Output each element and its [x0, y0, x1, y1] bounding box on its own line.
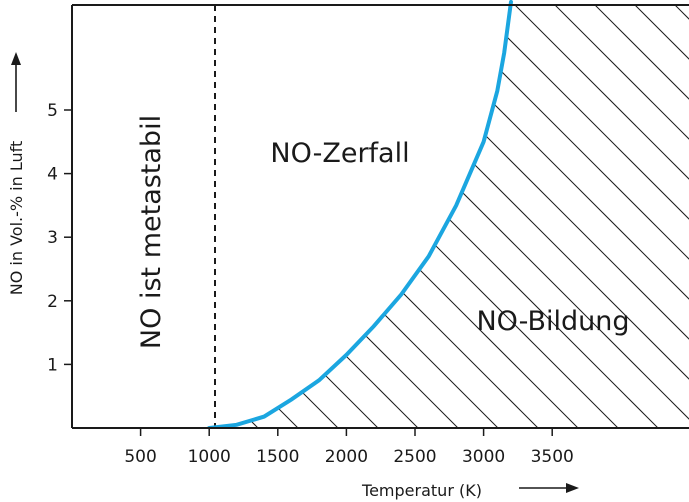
hatch-line: [669, 1, 689, 429]
y-tick-label: 1: [47, 355, 58, 375]
hatch-line: [549, 1, 689, 429]
y-tick-label: 3: [47, 228, 58, 248]
hatch-line: [269, 1, 689, 429]
y-tick-label: 4: [47, 165, 58, 185]
decomposition-region-label: NO-Zerfall: [270, 138, 409, 169]
hatch-line: [509, 1, 689, 429]
x-tick-label: 3000: [462, 447, 505, 467]
hatch-line: [629, 1, 689, 429]
y-tick-label: 2: [47, 292, 58, 312]
hatch-line: [209, 1, 551, 429]
equilibrium-curve: [207, 0, 513, 428]
hatch-line: [209, 1, 631, 429]
hatch-line: [209, 1, 271, 429]
x-axis-arrow: [519, 483, 579, 493]
formation-region-label: NO-Bildung: [476, 306, 629, 337]
y-tick-label: 5: [47, 101, 58, 121]
hatch-line: [209, 1, 471, 429]
hatch-line: [209, 1, 231, 429]
x-axis-ticks: 500 1000 1500 2000 2500 3000 3500: [124, 428, 574, 467]
x-tick-label: 2500: [393, 447, 436, 467]
hatch-line: [349, 1, 689, 429]
hatch-line: [429, 1, 689, 429]
formation-hatch-region: [209, 1, 689, 429]
y-axis-ticks: 1 2 3 4 5: [47, 101, 72, 375]
y-axis-arrow: [11, 52, 21, 112]
y-axis-label: NO in Vol.-% in Luft: [7, 141, 26, 295]
x-tick-label: 1500: [256, 447, 299, 467]
hatch-line: [469, 1, 689, 429]
hatch-line: [309, 1, 689, 429]
hatch-line: [209, 1, 391, 429]
x-axis-label: Temperatur (K): [361, 481, 482, 500]
x-tick-label: 500: [124, 447, 156, 467]
hatch-line: [589, 1, 689, 429]
x-tick-label: 1000: [188, 447, 231, 467]
x-tick-label: 2000: [325, 447, 368, 467]
x-tick-label: 3500: [531, 447, 574, 467]
metastable-region-label: NO ist metastabil: [136, 115, 167, 349]
